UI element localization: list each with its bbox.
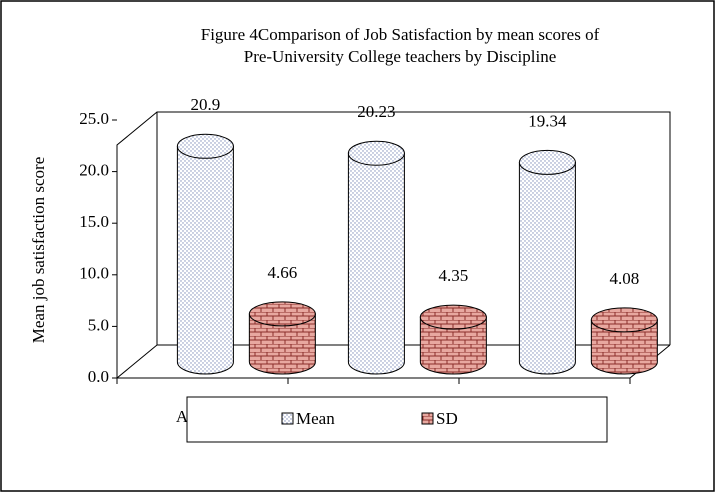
y-tick-label: 10.0 bbox=[79, 264, 109, 283]
data-label: 20.9 bbox=[191, 95, 221, 114]
cylinder-top bbox=[176, 133, 234, 159]
cylinder bbox=[248, 301, 316, 375]
data-label: 4.35 bbox=[438, 266, 468, 285]
cylinder bbox=[347, 140, 405, 375]
legend-label: Mean bbox=[296, 409, 335, 428]
cylinder-top bbox=[419, 304, 487, 330]
cylinder-top bbox=[518, 149, 576, 175]
legend-label: SD bbox=[436, 409, 458, 428]
data-label: 20.23 bbox=[357, 102, 395, 121]
frame bbox=[116, 111, 671, 379]
cylinder bbox=[518, 149, 576, 375]
legend-swatch bbox=[281, 412, 294, 425]
legend-box bbox=[186, 396, 608, 443]
legend-swatch bbox=[421, 412, 434, 425]
cylinder-body bbox=[248, 313, 316, 375]
data-label: 19.34 bbox=[528, 111, 567, 130]
y-tick-label: 15.0 bbox=[79, 212, 109, 231]
chart-title: Figure 4Comparison of Job Satisfaction b… bbox=[201, 25, 600, 44]
cylinder-body bbox=[590, 319, 658, 375]
cylinder bbox=[590, 307, 658, 375]
cylinder-body bbox=[419, 316, 487, 375]
data-label: 4.08 bbox=[609, 269, 639, 288]
y-tick-label: 25.0 bbox=[79, 109, 109, 128]
y-tick-label: 5.0 bbox=[88, 315, 109, 334]
y-tick-label: 20.0 bbox=[79, 161, 109, 180]
cylinder-body bbox=[347, 152, 405, 375]
data-label: 4.66 bbox=[267, 263, 297, 282]
cylinder-body bbox=[518, 161, 576, 375]
cylinder-top bbox=[590, 307, 658, 333]
y-tick-label: 0.0 bbox=[88, 367, 109, 386]
cylinder-top bbox=[248, 301, 316, 327]
cylinder-top bbox=[347, 140, 405, 166]
y-axis-label: Mean job satisfaction score bbox=[29, 157, 48, 343]
cylinder bbox=[419, 304, 487, 375]
cylinder-body bbox=[176, 145, 234, 375]
chart-title: Pre-University College teachers by Disci… bbox=[244, 47, 557, 66]
cylinder bbox=[176, 133, 234, 375]
